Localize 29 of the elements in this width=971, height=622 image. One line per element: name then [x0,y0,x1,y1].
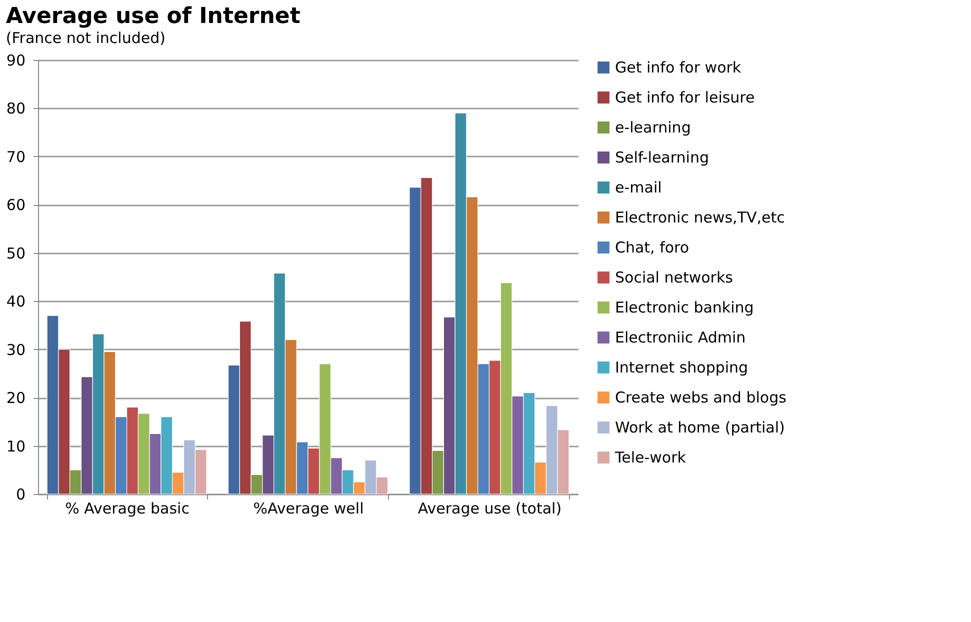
legend-label: e-mail [615,178,662,196]
y-tick-label: 90 [6,52,26,70]
y-tick-label: 40 [6,292,26,311]
chart-title: Average use of Internet [6,4,301,29]
legend-label: Work at home (partial) [615,418,785,436]
y-tick-label: 70 [6,148,26,166]
x-tick-label: Average use (total) [418,500,562,518]
x-tick-label: %Average well [253,500,364,518]
legend-label: Get info for leisure [615,88,755,106]
legend-label: Electronic banking [615,298,754,316]
legend-label: Get info for work [615,58,742,76]
chart-subtitle: (France not included) [6,29,166,47]
legend-label: Chat, foro [615,238,690,256]
y-tick-label: 50 [6,244,26,262]
y-tick-label: 20 [6,389,26,408]
legend-label: Self-learning [615,148,709,166]
legend-label: Electroniic Admin [615,328,746,346]
legend-label: e-learning [615,118,691,136]
x-tick-label: % Average basic [65,500,190,518]
y-tick-label: 60 [6,196,26,214]
y-tick-label: 80 [6,100,26,118]
legend-label: Create webs and blogs [615,388,787,406]
y-tick-label: 30 [6,340,26,359]
y-tick-label: 0 [16,486,26,504]
legend-label: Tele-work [614,448,686,466]
legend-label: Social networks [615,268,734,286]
legend-label: Internet shopping [615,358,748,376]
y-tick-label: 10 [6,437,26,456]
legend-label: Electronic news,TV,etc [615,208,785,226]
